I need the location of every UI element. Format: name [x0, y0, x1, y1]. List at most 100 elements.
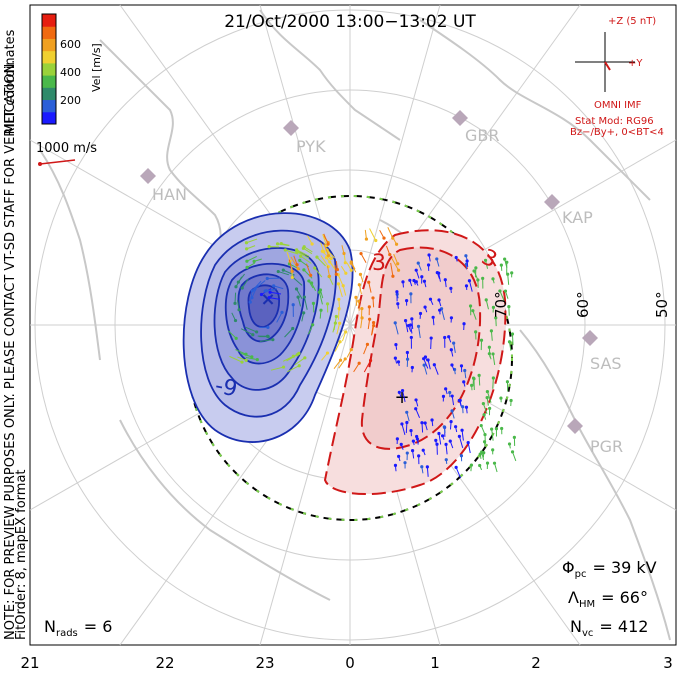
velocity-vector [483, 414, 487, 420]
velocity-vector [363, 360, 372, 373]
velocity-scale-arrow [39, 159, 76, 165]
station-label-pyk: PYK [296, 137, 326, 156]
velocity-vector [318, 292, 323, 305]
velocity-vector [507, 274, 510, 285]
velocity-vector [246, 245, 256, 250]
velocity-vector [488, 353, 492, 360]
velocity-vector [492, 353, 496, 365]
velocity-vector [511, 333, 514, 346]
lat-label-50: 50° [653, 291, 671, 318]
velocity-vector-origin [283, 248, 287, 252]
velocity-vector [449, 440, 454, 449]
velocity-vector [398, 392, 402, 398]
velocity-vector [308, 280, 314, 289]
velocity-vector [360, 274, 364, 283]
coastline-far-west [39, 149, 101, 361]
velocity-vector [303, 247, 313, 255]
velocity-vector [400, 444, 404, 450]
velocity-vector [237, 356, 247, 361]
velocity-vector [341, 331, 347, 342]
colorbar-frame [41, 13, 57, 125]
velocity-vector [266, 289, 275, 292]
velocity-vector [486, 391, 492, 403]
velocity-vector [291, 267, 293, 278]
velocity-vector [390, 262, 394, 277]
velocity-vector [494, 463, 498, 473]
colorbar-swatch [42, 99, 56, 113]
velocity-vector [343, 253, 346, 263]
velocity-vector [455, 257, 458, 262]
velocity-vector [423, 281, 427, 288]
velocity-vector [334, 341, 341, 352]
velocity-vector [397, 361, 400, 367]
velocity-vector [319, 289, 324, 299]
velocity-colorbar: 600 400 200 Vel [m/s] [41, 13, 103, 125]
velocity-vector [454, 369, 456, 375]
velocity-vector [350, 262, 357, 273]
imf-clock: +Z (5 nT) +Y OMNI IMF Stat Mod: RG96 Bz−… [570, 16, 664, 138]
velocity-vector-origin [233, 301, 237, 305]
neg-contour-label: -9 [213, 373, 240, 402]
mlt-axis: 21 22 23 0 1 2 3 [20, 654, 672, 672]
velocity-vector [442, 435, 445, 440]
pos-contour-2 [360, 246, 482, 450]
velocity-vector [458, 436, 464, 448]
velocity-vector [337, 283, 343, 298]
velocity-vector [287, 365, 300, 373]
mlt-tick-23: 23 [255, 654, 274, 672]
station-label-kap: KAP [562, 208, 593, 227]
velocity-vector [430, 338, 432, 349]
velocity-vector [236, 300, 240, 310]
velocity-vector [379, 229, 385, 239]
velocity-vector [415, 399, 419, 407]
velocity-vector [424, 422, 428, 431]
velocity-vector [320, 242, 325, 252]
velocity-vector [438, 273, 441, 282]
velocity-vector [394, 357, 398, 364]
velocity-vector [485, 260, 489, 269]
velocity-vector [364, 229, 367, 240]
velocity-vector [512, 451, 517, 462]
colorbar-swatch [42, 38, 56, 52]
velocity-vector [303, 296, 308, 310]
mlt-tick-0: 0 [345, 654, 355, 672]
station-label-pgr: PGR [590, 437, 623, 456]
station-marker-pgr [567, 418, 583, 434]
lambda-hm-stat: ΛHM = 66° [568, 588, 648, 610]
station-label-gbr: GBR [465, 126, 500, 145]
velocity-vector [421, 466, 424, 474]
velocity-vector [282, 355, 294, 362]
velocity-vector [465, 407, 468, 414]
imf-y-label: +Y [628, 58, 643, 69]
velocity-vector [372, 297, 375, 308]
station-marker-han [140, 168, 156, 184]
velocity-vector [402, 390, 406, 402]
station-marker-sas [582, 330, 598, 346]
velocity-vector [427, 359, 431, 370]
velocity-vector-origin [252, 259, 256, 263]
mlt-tick-3: 3 [663, 654, 673, 672]
imf-condition-label: Bz−/By+, 0<BT<4 [570, 127, 664, 138]
velocity-vector [293, 255, 298, 265]
velocity-vector [445, 388, 448, 395]
velocity-vector [479, 454, 482, 459]
velocity-vector [285, 249, 299, 255]
velocity-vector [360, 253, 367, 264]
velocity-vector [464, 370, 467, 379]
mlt-tick-1: 1 [430, 654, 440, 672]
preview-note: NOTE: FOR PREVIEW PURPOSES ONLY. PLEASE … [3, 60, 18, 640]
velocity-vector [394, 465, 397, 472]
velocity-vector-origin [510, 271, 514, 275]
velocity-vector [397, 303, 399, 309]
velocity-scale-label: 1000 m/s [36, 141, 97, 156]
meridian-d [29, 139, 677, 511]
velocity-vector [371, 325, 375, 335]
velocity-vector [246, 238, 258, 244]
velocity-vector [346, 262, 352, 271]
fit-order-label: FitOrder: 8, mapEX format [14, 469, 29, 640]
velocity-vector [340, 265, 347, 274]
colorbar-swatch [42, 75, 56, 88]
velocity-vector [235, 349, 247, 355]
station-markers [140, 110, 598, 434]
